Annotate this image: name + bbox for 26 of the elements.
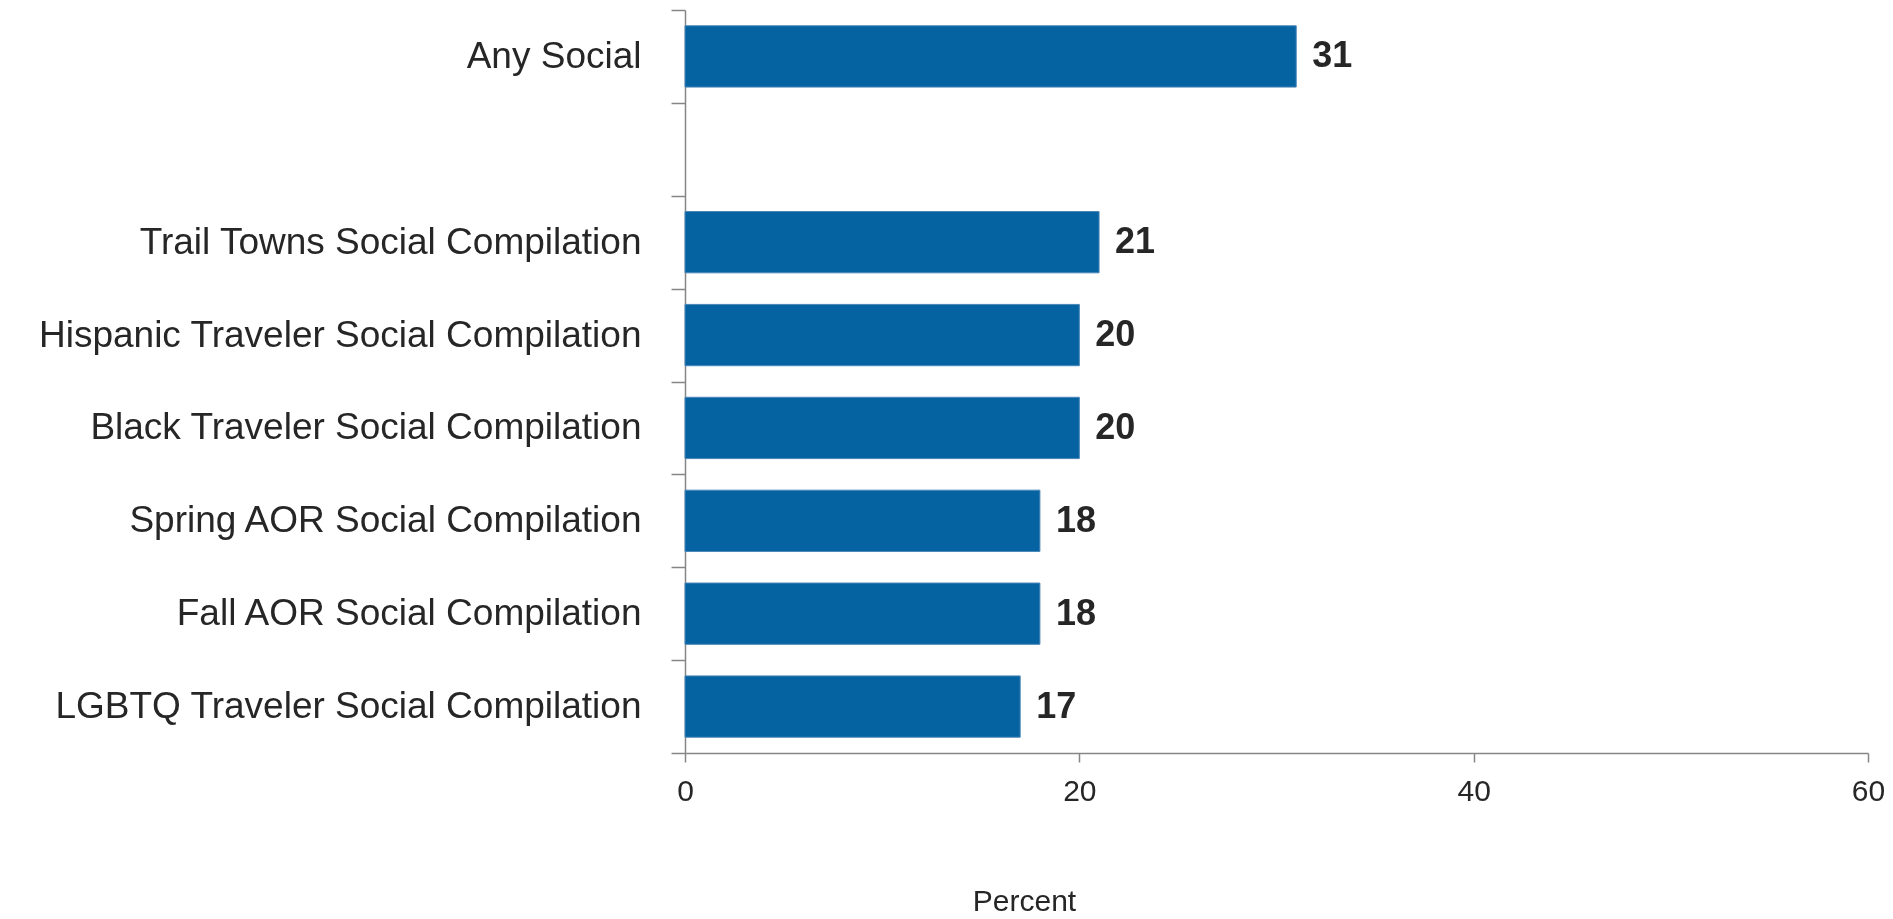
data-label: 31 xyxy=(1312,34,1353,76)
data-label: 17 xyxy=(1036,684,1077,726)
x-tick-label: 40 xyxy=(1457,773,1491,807)
data-label: 20 xyxy=(1095,405,1136,447)
x-tick-label: 60 xyxy=(1851,773,1886,807)
bar xyxy=(684,303,1080,367)
bar xyxy=(684,211,1100,274)
bar xyxy=(684,582,1041,645)
y-tick-label: Any Social xyxy=(466,34,642,76)
y-tick-label: Hispanic Traveler Social Compilation xyxy=(38,313,642,355)
x-tick-label: 0 xyxy=(677,773,694,807)
y-tick-label: Trail Towns Social Compilation xyxy=(139,220,642,262)
y-tick-label: LGBTQ Traveler Social Compilation xyxy=(55,685,642,727)
x-tick-label: 20 xyxy=(1063,773,1097,807)
bar xyxy=(684,396,1080,460)
bar xyxy=(684,25,1297,88)
bar xyxy=(684,489,1041,552)
data-label: 21 xyxy=(1115,220,1156,262)
y-tick-label: Black Traveler Social Compilation xyxy=(90,406,642,448)
y-tick-label: Spring AOR Social Compilation xyxy=(129,499,642,541)
data-label: 18 xyxy=(1055,498,1096,540)
x-axis-title: Percent xyxy=(972,883,1077,917)
data-label: 18 xyxy=(1055,591,1096,633)
data-label: 20 xyxy=(1095,313,1136,355)
bar xyxy=(684,675,1021,738)
y-tick-label: Fall AOR Social Compilation xyxy=(176,592,642,634)
